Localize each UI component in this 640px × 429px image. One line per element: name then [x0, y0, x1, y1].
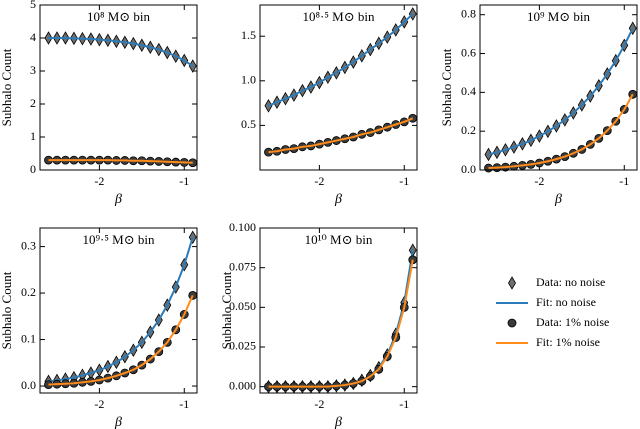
y-axis-label: Subhalo Count: [219, 271, 234, 349]
y-tick-label: 0.5: [241, 117, 256, 131]
x-axis-label: β: [334, 192, 342, 207]
y-tick-label: 0.6: [461, 45, 476, 59]
y-tick-label: 1: [30, 129, 36, 143]
plot-frame: [479, 4, 638, 171]
legend-label: Data: no noise: [536, 275, 605, 289]
y-tick-label: 0.4: [461, 84, 476, 98]
x-axis-label: β: [114, 415, 122, 429]
x-tick-label: -2: [534, 174, 544, 188]
y-tick-label: 5: [30, 0, 36, 11]
y-tick-label: 0.100: [229, 220, 256, 234]
y-tick-label: 2: [30, 96, 36, 110]
fit-line: [488, 93, 634, 170]
y-tick-label: 0.3: [21, 238, 36, 252]
x-tick-label: -2: [314, 397, 324, 411]
x-tick-label: -1: [399, 174, 409, 188]
y-tick-label: 0.000: [229, 378, 256, 392]
x-axis-label: β: [114, 192, 122, 207]
y-tick-label: 0.2: [461, 123, 476, 137]
y-tick-label: 0.0: [21, 378, 36, 392]
chart-title: 10¹⁰ M⊙ bin: [305, 232, 373, 247]
x-tick-label: -1: [179, 397, 189, 411]
fit-line: [48, 37, 194, 67]
y-tick-label: 0.025: [229, 339, 256, 353]
data-point: [484, 147, 493, 162]
fit-line: [488, 27, 634, 156]
y-tick-label: 0.8: [461, 6, 476, 20]
x-axis-label: β: [554, 192, 562, 207]
y-axis-label: Subhalo Count: [439, 48, 454, 126]
plot-frame: [259, 227, 418, 394]
y-tick-label: 1.5: [241, 28, 256, 42]
chart-title: 10⁸ M⊙ bin: [87, 9, 151, 24]
fit-line: [48, 159, 193, 164]
x-tick-label: -1: [399, 397, 409, 411]
fit-line: [268, 13, 414, 107]
y-tick-label: 1.0: [241, 73, 256, 87]
chart-title: 10⁹ M⊙ bin: [527, 9, 591, 24]
plot-frame: [39, 227, 198, 394]
y-tick-label: 0.2: [21, 285, 36, 299]
y-axis-label: Subhalo Count: [0, 271, 14, 349]
plot-frame: [39, 4, 198, 171]
fit-line: [48, 294, 194, 386]
y-tick-label: 3: [30, 63, 36, 77]
chart-title: 10⁹·⁵ M⊙ bin: [83, 232, 155, 247]
fit-line: [268, 117, 414, 154]
y-tick-label: 4: [30, 30, 36, 44]
chart-title: 10⁸·⁵ M⊙ bin: [303, 9, 375, 24]
x-tick-label: -1: [619, 174, 629, 188]
data-point: [44, 31, 53, 45]
x-tick-label: -1: [179, 174, 189, 188]
legend-label: Data: 1% noise: [536, 315, 609, 329]
y-axis-label: Subhalo Count: [0, 48, 14, 126]
legend-label: Fit: 1% noise: [536, 335, 600, 349]
data-point: [507, 318, 517, 328]
fit-line: [268, 259, 414, 388]
y-tick-label: 0.0: [461, 162, 476, 176]
x-axis-label: β: [334, 415, 342, 429]
plot-frame: [259, 4, 418, 171]
data-point: [508, 276, 516, 290]
y-tick-label: 0.050: [229, 299, 256, 313]
fit-line: [48, 237, 194, 383]
legend-label: Fit: no noise: [536, 295, 596, 309]
x-tick-label: -2: [94, 174, 104, 188]
y-tick-label: 0: [30, 162, 36, 176]
y-tick-label: 0.1: [21, 331, 36, 345]
y-tick-label: 0.075: [229, 259, 256, 273]
x-tick-label: -2: [94, 397, 104, 411]
data-point: [188, 230, 197, 245]
x-tick-label: -2: [314, 174, 324, 188]
fit-line: [268, 250, 414, 388]
